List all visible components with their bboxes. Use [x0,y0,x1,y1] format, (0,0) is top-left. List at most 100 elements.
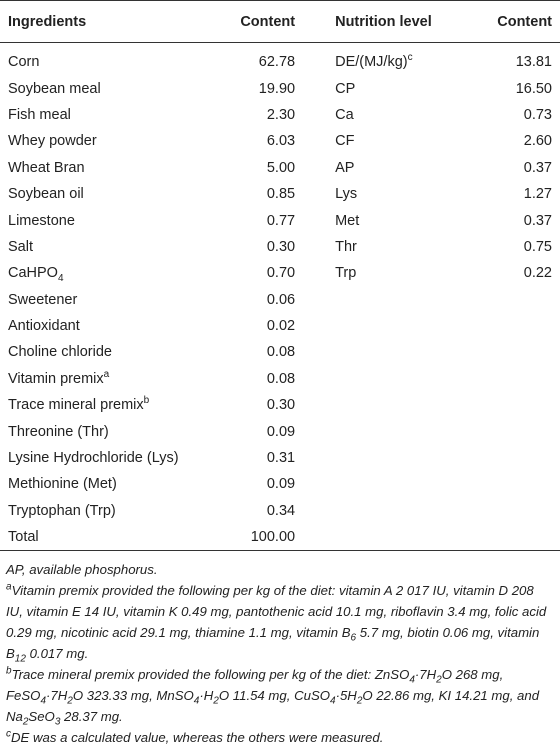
content-cell: 0.30 [266,238,296,255]
text: O 22.86 mg, KI 14.21 mg, and Na [6,688,540,725]
ingredient-cell: Soybean meal [0,75,207,101]
text: CP [335,80,356,97]
ingredient-cell: Vitamin premixa [0,366,207,392]
text: Wheat Bran [8,159,85,176]
text: Limestone [8,212,75,229]
ingredient-cell [309,524,484,552]
content-cell: 0.02 [266,318,296,335]
content-cell: 0.06 [266,291,296,308]
ingredient-cell: Met [309,207,484,233]
table-row: Fish meal 2.30 Ca 0.73 [0,102,560,128]
ingredient-cell [309,366,484,392]
ingredient-cell: Antioxidant [0,313,207,339]
subscript: 12 [14,654,26,666]
subscript: 2 [22,717,29,729]
text: CF [335,133,355,150]
ingredient-cell [309,287,484,313]
text: Vitamin premix provided the following pe… [6,583,547,641]
superscript: a [103,369,110,381]
text: O 11.54 mg, CuSO [218,688,330,704]
table-row: Vitamin premixa 0.08 [0,366,560,392]
content-cell: 2.30 [266,106,296,123]
table-row: Tryptophan (Trp) 0.34 [0,498,560,524]
text: DE/(MJ/kg) [335,54,408,71]
content-cell [484,445,560,471]
ingredient-cell [309,313,484,339]
subscript: 2 [436,675,442,687]
content-cell [483,524,560,552]
ingredient-cell [309,471,484,497]
content-cell: 0.75 [523,238,552,255]
ingredient-cell: Total [0,524,207,552]
subscript: 4 [193,696,200,708]
content-cell: 0.37 [523,159,552,176]
superscript: c [407,52,413,64]
text: Thr [335,238,357,255]
ingredient-cell [309,498,484,524]
ingredient-cell: Fish meal [0,102,207,128]
content-cell: 0.09 [266,476,296,493]
content-cell [484,418,560,444]
content-cell [484,498,560,524]
ingredient-cell: Wheat Bran [0,155,207,181]
table-row: Salt 0.30 Thr 0.75 [0,234,560,260]
ingredient-cell: Soybean oil [0,181,207,207]
subscript: 6 [350,633,357,645]
content-cell: 0.30 [266,397,296,414]
ingredient-cell: Corn [0,43,207,76]
ingredient-cell: Sweetener [0,287,207,313]
text: Methionine (Met) [8,476,117,493]
footnote: AP, available phosphorus. [6,559,554,580]
footnote: aVitamin premix provided the following p… [6,580,554,666]
text: Tryptophan (Trp) [8,502,116,519]
ingredient-cell: Lysine Hydrochloride (Lys) [0,445,207,471]
table-row: Threonine (Thr) 0.09 [0,418,560,444]
content-cell: 1.27 [523,186,552,203]
ingredient-cell [309,392,484,418]
header-row: Ingredients Content Nutrition level Content [0,0,560,43]
text: 5.7 mg, biotin 0.06 mg, vitamin B [6,625,540,662]
superscript: b [143,395,150,407]
ingredient-cell [309,418,484,444]
text: Soybean meal [8,80,101,97]
superscript: c [6,729,11,741]
subscript: 4 [40,696,47,708]
text: SeO [28,709,55,725]
subscript: 4 [57,273,64,285]
text: AP, available phosphorus. [6,562,158,578]
text: ·7H [46,688,68,704]
text: Trace mineral premix [8,397,144,414]
content-cell: 0.22 [523,265,552,282]
text: CaHPO [8,265,58,282]
superscript: a [6,582,12,594]
content-cell [484,313,560,339]
subscript: 2 [213,696,219,708]
ingredient-cell: Ca [309,102,484,128]
content-cell [484,471,560,497]
table-row: Whey powder 6.03 CF 2.60 [0,128,560,154]
table-row: Soybean meal 19.90 CP 16.50 [0,75,560,101]
content-cell: 2.60 [523,133,552,150]
text: Soybean oil [8,186,84,203]
table-row: Methionine (Met) 0.09 [0,471,560,497]
content-cell: 0.73 [523,106,552,123]
ingredient-cell: DE/(MJ/kg)c [309,43,484,76]
table-row: Wheat Bran 5.00 AP 0.37 [0,155,560,181]
ingredient-cell: Thr [309,234,484,260]
table-row: Total 100.00 [0,524,560,552]
text: O 323.33 mg, MnSO [72,688,194,704]
table-row: Antioxidant 0.02 [0,313,560,339]
content-cell: 0.31 [266,450,296,467]
text: Choline chloride [8,344,112,361]
ingredient-cell: Lys [309,181,484,207]
ingredient-cell: Salt [0,234,207,260]
content-cell: 0.37 [523,212,552,229]
text: Lys [335,186,358,203]
text: ·7H [414,667,437,683]
ingredient-cell: CF [309,128,484,154]
table-row: Sweetener 0.06 [0,287,560,313]
content-cell: 0.70 [266,265,296,282]
diet-table: Ingredients Content Nutrition level Content… [0,0,560,552]
text: Met [335,212,360,229]
